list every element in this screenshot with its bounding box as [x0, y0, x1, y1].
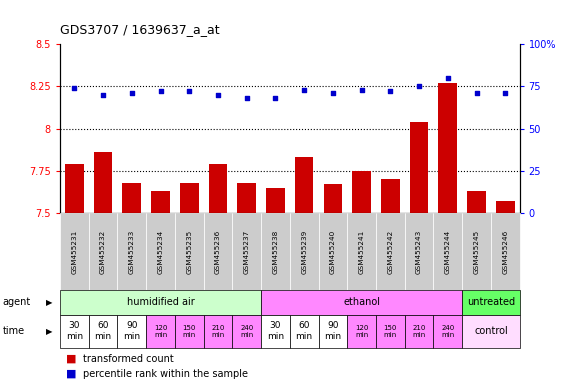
- Bar: [410, 122, 428, 213]
- Text: 120
min: 120 min: [355, 325, 368, 338]
- Bar: [151, 191, 170, 213]
- Point: [357, 87, 366, 93]
- Text: GSM455238: GSM455238: [272, 229, 279, 274]
- Point: [214, 92, 223, 98]
- Point: [98, 92, 107, 98]
- Text: 150
min: 150 min: [384, 325, 397, 338]
- Bar: [122, 183, 141, 213]
- Point: [242, 95, 251, 101]
- Point: [472, 90, 481, 96]
- Bar: [439, 83, 457, 213]
- Text: GSM455244: GSM455244: [445, 229, 451, 274]
- Text: 30
min: 30 min: [267, 321, 284, 341]
- Text: 60
min: 60 min: [94, 321, 111, 341]
- Text: GDS3707 / 1639637_a_at: GDS3707 / 1639637_a_at: [60, 23, 220, 36]
- Point: [443, 75, 452, 81]
- Bar: [180, 183, 199, 213]
- Bar: [238, 183, 256, 213]
- Bar: [381, 179, 400, 213]
- Bar: [324, 184, 342, 213]
- Text: GSM455239: GSM455239: [301, 229, 307, 274]
- Text: GSM455235: GSM455235: [186, 229, 192, 274]
- Text: GSM455232: GSM455232: [100, 229, 106, 274]
- Text: ▶: ▶: [46, 298, 52, 307]
- Text: GSM455246: GSM455246: [502, 229, 508, 274]
- Text: GSM455243: GSM455243: [416, 229, 422, 274]
- Text: agent: agent: [3, 297, 31, 308]
- Text: GSM455233: GSM455233: [129, 229, 135, 274]
- Bar: [295, 157, 313, 213]
- Point: [70, 85, 79, 91]
- Point: [300, 87, 309, 93]
- Text: 210
min: 210 min: [412, 325, 426, 338]
- Bar: [467, 191, 486, 213]
- Text: control: control: [474, 326, 508, 336]
- Text: ▶: ▶: [46, 327, 52, 336]
- Text: percentile rank within the sample: percentile rank within the sample: [83, 369, 248, 379]
- Text: ■: ■: [66, 354, 76, 364]
- Text: 60
min: 60 min: [296, 321, 313, 341]
- Point: [271, 95, 280, 101]
- Text: GSM455242: GSM455242: [387, 229, 393, 274]
- Text: 240
min: 240 min: [441, 325, 455, 338]
- Text: GSM455236: GSM455236: [215, 229, 221, 274]
- Bar: [496, 201, 514, 213]
- Text: GSM455240: GSM455240: [330, 229, 336, 274]
- Point: [386, 88, 395, 94]
- Point: [328, 90, 337, 96]
- Text: GSM455241: GSM455241: [359, 229, 365, 274]
- Text: 30
min: 30 min: [66, 321, 83, 341]
- Point: [127, 90, 136, 96]
- Point: [501, 90, 510, 96]
- Text: 120
min: 120 min: [154, 325, 167, 338]
- Bar: [266, 188, 285, 213]
- Text: 90
min: 90 min: [123, 321, 140, 341]
- Text: time: time: [3, 326, 25, 336]
- Text: transformed count: transformed count: [83, 354, 174, 364]
- Text: GSM455234: GSM455234: [158, 229, 163, 274]
- Bar: [94, 152, 112, 213]
- Bar: [65, 164, 84, 213]
- Text: humidified air: humidified air: [127, 297, 194, 308]
- Bar: [208, 164, 227, 213]
- Point: [415, 83, 424, 89]
- Text: GSM455231: GSM455231: [71, 229, 77, 274]
- Text: 90
min: 90 min: [324, 321, 341, 341]
- Text: GSM455245: GSM455245: [473, 229, 480, 274]
- Point: [184, 88, 194, 94]
- Text: ■: ■: [66, 369, 76, 379]
- Text: 240
min: 240 min: [240, 325, 254, 338]
- Text: 150
min: 150 min: [183, 325, 196, 338]
- Text: GSM455237: GSM455237: [244, 229, 250, 274]
- Bar: [352, 171, 371, 213]
- Text: ethanol: ethanol: [343, 297, 380, 308]
- Text: 210
min: 210 min: [211, 325, 224, 338]
- Point: [156, 88, 165, 94]
- Text: untreated: untreated: [467, 297, 515, 308]
